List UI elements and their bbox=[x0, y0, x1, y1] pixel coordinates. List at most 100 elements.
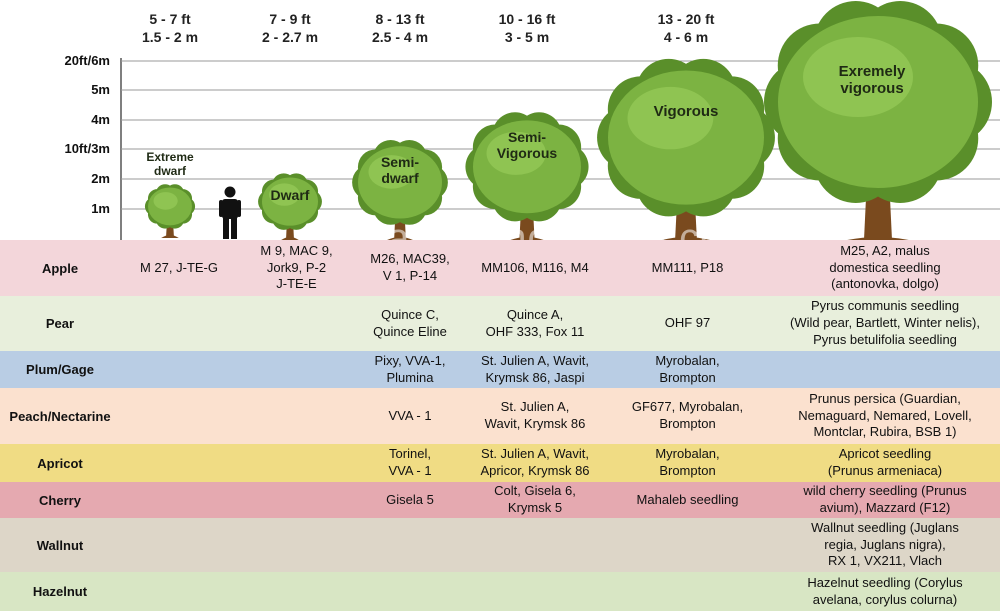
rootstock-text: Mahaleb seedling bbox=[636, 491, 739, 507]
person-arm bbox=[237, 200, 241, 217]
person-body bbox=[222, 199, 238, 219]
size-header-1: 5 - 7 ft 1.5 - 2 m bbox=[95, 10, 245, 46]
tree-roots bbox=[161, 235, 179, 238]
rootstock-cell: Pyrus communis seedling (Wild pear, Bartl… bbox=[770, 296, 1000, 351]
rootstock-text: Pixy, VVA-1, bbox=[374, 352, 446, 368]
fruit-name: Plum/Gage bbox=[26, 362, 94, 377]
rootstock-text: M25, A2, malus bbox=[840, 242, 930, 258]
fruit-name: Hazelnut bbox=[32, 584, 88, 599]
rootstock-cell: M25, A2, malus domestica seedling (antonov… bbox=[770, 240, 1000, 296]
table-row: Wallnut Wallnut seedling (Juglans regia, J… bbox=[0, 518, 1000, 572]
tree-crown-highlight bbox=[153, 192, 178, 210]
tree-size-label-line: Vigorous bbox=[496, 145, 558, 162]
tree-size-label-line: Extreme bbox=[146, 150, 194, 164]
fruit-name: Apple bbox=[41, 260, 79, 276]
rootstock-cell: St. Julien A, Wavit, Apricor, Krymsk 86 bbox=[465, 444, 605, 482]
rootstock-text: M 9, MAC 9, bbox=[260, 242, 333, 258]
rootstock-cell: MM111, P18 bbox=[605, 240, 770, 296]
person-leg bbox=[231, 218, 237, 239]
y-axis-label: 20ft/6m bbox=[64, 53, 110, 68]
rootstock-cell: Quince A, OHF 333, Fox 11 bbox=[465, 296, 605, 351]
rootstock-text: St. Julien A, Wavit, bbox=[481, 352, 589, 368]
height-meters: 2.5 - 4 m bbox=[371, 29, 429, 45]
table-row: Plum/Gage Pixy, VVA-1, Plumina St. Julien A… bbox=[0, 351, 1000, 388]
fruit-name: Cherry bbox=[39, 492, 81, 508]
rootstock-text: OHF 97 bbox=[664, 315, 711, 331]
tree-size-label-line: dwarf bbox=[153, 163, 186, 178]
rootstock-cell: Wallnut seedling (Juglans regia, Juglans … bbox=[770, 518, 1000, 572]
person-leg bbox=[223, 218, 229, 239]
tree-crown-highlight bbox=[368, 155, 415, 189]
table-row: Cherry Gisela 5 Colt, Gisela 6, Krymsk 5 Mah… bbox=[0, 482, 1000, 518]
size-header-2: 7 - 9 ft 2 - 2.7 m bbox=[215, 10, 365, 46]
rootstock-cell: Quince C, Quince Eline bbox=[355, 296, 465, 351]
rootstock-text: V 1, P-14 bbox=[382, 268, 438, 283]
size-header-3: 8 - 13 ft 2.5 - 4 m bbox=[325, 10, 475, 46]
rootstock-cell: St. Julien A, Wavit, Krymsk 86 bbox=[465, 388, 605, 444]
fruit-name: Peach/Nectarine bbox=[9, 408, 111, 424]
tree-size-label-line: dwarf bbox=[381, 170, 419, 187]
rootstock-cell: Gisela 5 bbox=[355, 482, 465, 518]
size-header-5: 13 - 20 ft 4 - 6 m bbox=[611, 10, 761, 46]
rootstock-text: OHF 333, Fox 11 bbox=[485, 323, 585, 339]
rootstock-text: Quince C, bbox=[381, 306, 439, 322]
size-header-4: 10 - 16 ft 3 - 5 m bbox=[452, 10, 602, 46]
rootstock-text: Wallnut seedling (Juglans bbox=[811, 519, 959, 535]
tree-size-label: Semi-dwarf bbox=[340, 154, 460, 186]
tree-crown-highlight bbox=[269, 183, 300, 206]
tree-size-label-line: Vigorous bbox=[653, 103, 719, 120]
rootstock-text: Plumina bbox=[386, 369, 434, 385]
rootstock-text: Myrobalan, bbox=[655, 352, 720, 368]
rootstock-text: Myrobalan, bbox=[655, 446, 720, 462]
table-row: Peach/Nectarine VVA - 1 St. Julien A, Wavit… bbox=[0, 388, 1000, 444]
table-row: Apricot Torinel, VVA - 1 St. Julien A, Wavi… bbox=[0, 444, 1000, 482]
rootstock-cell: M 27, J-TE-G bbox=[120, 240, 238, 296]
tree-size-label: Extreme dwarf bbox=[110, 150, 230, 179]
tree-crown-highlight bbox=[627, 86, 714, 150]
rootstock-text: Wavit, Krymsk 86 bbox=[484, 416, 586, 431]
rootstock-text: MM111, P18 bbox=[651, 259, 724, 275]
rootstock-text: J-TE-E bbox=[276, 276, 317, 292]
y-axis-label: 10ft/3m bbox=[64, 141, 110, 156]
tree-crown-highlight bbox=[486, 131, 546, 175]
rootstock-text: Krymsk 5 bbox=[507, 500, 563, 515]
tree-roots bbox=[661, 237, 711, 240]
rootstock-text: Torinel, bbox=[389, 446, 431, 462]
rootstock-cell: M26, MAC39, V 1, P-14 bbox=[355, 240, 465, 296]
fruit-name: Pear bbox=[45, 316, 75, 331]
tree-size-label-line: Semi- bbox=[507, 129, 547, 145]
tree-size-label-line: Semi- bbox=[380, 154, 420, 170]
height-meters: 1.5 - 2 m bbox=[141, 29, 199, 45]
rootstock-cell: Mahaleb seedling bbox=[605, 482, 770, 518]
rootstock-cell: Hazelnut seedling (Corylus avelana, coryl… bbox=[770, 572, 1000, 611]
tree-roots bbox=[387, 237, 413, 240]
tree-roots bbox=[510, 237, 544, 240]
rootstock-text: VVA - 1 bbox=[388, 463, 432, 478]
y-axis-label: 4m bbox=[91, 112, 110, 127]
rootstock-text: Quince A, bbox=[506, 306, 564, 322]
rootstock-text: Brompton bbox=[659, 463, 716, 478]
y-axis-label: 2m bbox=[91, 171, 110, 186]
rootstock-cell: St. Julien A, Wavit, Krymsk 86, Jaspi bbox=[465, 351, 605, 388]
tree-size-label-line: vigorous bbox=[840, 80, 904, 98]
rootstock-cell: MM106, M116, M4 bbox=[465, 240, 605, 296]
table-row: Apple M 27, J-TE-G M 9, MAC 9, Jork9, P-2 J-… bbox=[0, 240, 1000, 296]
rootstock-text: Montclar, Rubira, BSB 1) bbox=[813, 424, 957, 440]
rootstock-cell: OHF 97 bbox=[605, 296, 770, 351]
rootstock-cell: Myrobalan, Brompton bbox=[605, 351, 770, 388]
tree-size-label: Semi- Vigorous bbox=[467, 129, 587, 161]
tree-size-label-line: Dwarf bbox=[270, 187, 310, 203]
rootstock-cell: wild cherry seedling (Prunus avium), Mazz… bbox=[770, 482, 1000, 518]
rootstock-cell: Pixy, VVA-1, Plumina bbox=[355, 351, 465, 388]
rootstock-text: Apricot seedling bbox=[838, 446, 932, 462]
rootstock-cell: M 9, MAC 9, Jork9, P-2 J-TE-E bbox=[238, 240, 355, 296]
height-meters: 3 - 5 m bbox=[504, 29, 550, 45]
table-row: Hazelnut Hazelnut seedling (Corylus avelan… bbox=[0, 572, 1000, 611]
rootstock-text: GF677, Myrobalan, bbox=[631, 399, 744, 415]
rootstock-text: Apricor, Krymsk 86 bbox=[480, 463, 590, 478]
tree-size-label: Vigorous bbox=[626, 103, 746, 120]
height-feet: 7 - 9 ft bbox=[269, 11, 311, 27]
rootstock-cell: Colt, Gisela 6, Krymsk 5 bbox=[465, 482, 605, 518]
y-axis-label: 5m bbox=[91, 82, 110, 97]
person-head bbox=[224, 186, 236, 198]
